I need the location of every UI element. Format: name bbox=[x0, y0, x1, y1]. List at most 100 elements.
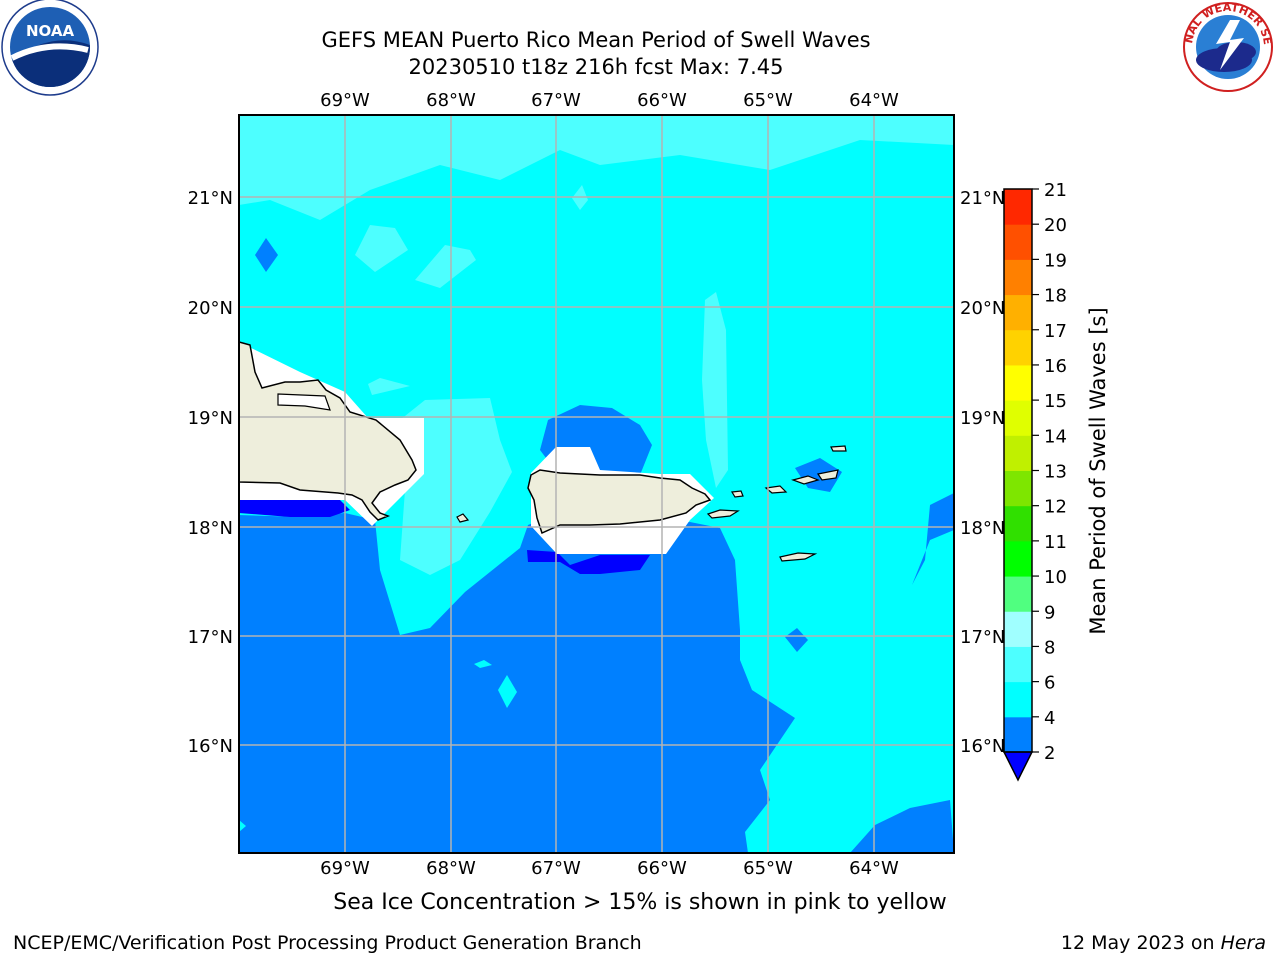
colorbar-segment bbox=[1004, 364, 1032, 401]
lat-label: 20°N bbox=[960, 298, 1005, 319]
field-band-6-8-north bbox=[239, 115, 954, 220]
colorbar-segment bbox=[1004, 646, 1032, 683]
colorbar-label: 21 bbox=[1044, 180, 1067, 201]
colorbar-label: 2 bbox=[1044, 743, 1055, 764]
lon-label: 66°W bbox=[637, 858, 687, 879]
land-culebra bbox=[731, 490, 744, 498]
lon-label: 65°W bbox=[743, 90, 793, 111]
field-band-6-8-patch bbox=[368, 378, 410, 395]
lat-label: 19°N bbox=[960, 408, 1005, 429]
lat-label: 19°N bbox=[188, 408, 233, 429]
field-band-lt-2-west bbox=[239, 500, 350, 517]
lat-label: 16°N bbox=[960, 736, 1005, 757]
lat-label: 17°N bbox=[960, 627, 1005, 648]
noaa-logo: NOAA bbox=[1, 0, 99, 96]
field-band-6-8-patch bbox=[702, 292, 728, 488]
footer-credit: NCEP/EMC/Verification Post Processing Pr… bbox=[13, 932, 642, 954]
lon-label: 64°W bbox=[849, 858, 899, 879]
land-hispaniola bbox=[239, 341, 417, 521]
field-band-2-4-south bbox=[239, 513, 795, 853]
lon-label: 67°W bbox=[531, 90, 581, 111]
colorbar-label: 14 bbox=[1044, 426, 1067, 447]
colorbar-segment bbox=[1004, 435, 1032, 471]
lat-labels-right: 21°N 20°N 19°N 18°N 17°N 16°N bbox=[960, 188, 1005, 757]
colorbar-label: 18 bbox=[1044, 286, 1067, 307]
colorbar-segment bbox=[1004, 505, 1032, 542]
footer-date-text: 12 May 2023 on bbox=[1060, 932, 1221, 954]
colorbar-label: 10 bbox=[1044, 567, 1067, 588]
field-band-2-4-patch bbox=[785, 628, 808, 652]
field-band-2-4-east bbox=[912, 493, 954, 585]
colorbar-segment bbox=[1004, 611, 1032, 647]
field-band-2-4-southeast bbox=[850, 800, 954, 853]
colorbar-label: 19 bbox=[1044, 250, 1067, 271]
colorbar-label: 8 bbox=[1044, 637, 1055, 658]
colorbar-segment bbox=[1004, 576, 1032, 612]
land-hispaniola-inlet bbox=[277, 393, 331, 411]
chart-title: GEFS MEAN Puerto Rico Mean Period of Swe… bbox=[321, 28, 871, 52]
land-st-croix bbox=[779, 552, 818, 562]
colorbar-label: 4 bbox=[1044, 708, 1055, 729]
lon-label: 64°W bbox=[849, 90, 899, 111]
field-band-lt-2-pr bbox=[527, 550, 650, 574]
field-band-2-4-patch bbox=[255, 238, 278, 272]
colorbar-label: 17 bbox=[1044, 321, 1067, 342]
land-mona-island bbox=[456, 513, 470, 523]
lat-label: 18°N bbox=[188, 518, 233, 539]
field-band-6-8-patch bbox=[400, 398, 512, 575]
lon-label: 65°W bbox=[743, 858, 793, 879]
sea-ice-note: Sea Ice Concentration > 15% is shown in … bbox=[333, 890, 947, 915]
colorbar-segment bbox=[1004, 540, 1032, 577]
lat-label: 18°N bbox=[960, 518, 1005, 539]
colorbar-title: Mean Period of Swell Waves [s] bbox=[1086, 307, 1110, 634]
land-st-john bbox=[791, 475, 820, 485]
colorbar-segment bbox=[1004, 470, 1032, 507]
footer-date: 12 May 2023 on Hera bbox=[1061, 932, 1266, 954]
colorbar-under-triangle bbox=[1002, 751, 1034, 782]
colorbar-label: 16 bbox=[1044, 356, 1067, 377]
lat-label: 21°N bbox=[960, 188, 1005, 209]
colorbar-label: 20 bbox=[1044, 215, 1067, 236]
lon-label: 67°W bbox=[531, 858, 581, 879]
map-area bbox=[239, 115, 954, 853]
nws-logo-ring-text: NATIONAL WEATHER SERVICE bbox=[0, 0, 1274, 46]
colorbar-label: 15 bbox=[1044, 391, 1067, 412]
noaa-logo-text: NOAA bbox=[26, 22, 75, 40]
colorbar-label: 6 bbox=[1044, 673, 1055, 694]
footer-host: Hera bbox=[1220, 932, 1266, 954]
colorbar-segment bbox=[1004, 294, 1032, 331]
land-vieques bbox=[706, 509, 740, 519]
colorbar-segment bbox=[1004, 329, 1032, 366]
field-band-6-8-patch bbox=[415, 245, 476, 288]
lat-label: 21°N bbox=[188, 188, 233, 209]
colorbar-label: 11 bbox=[1044, 532, 1067, 553]
field-band-4-6-patch bbox=[474, 660, 492, 668]
colorbar: 2 4 6 8 9 10 11 12 13 14 15 16 17 18 19 20 21 bbox=[1002, 180, 1067, 782]
lat-label: 17°N bbox=[188, 627, 233, 648]
lon-label: 68°W bbox=[426, 90, 476, 111]
field-band-4-6-patch bbox=[239, 820, 246, 832]
colorbar-segment bbox=[1004, 224, 1032, 260]
lon-label: 68°W bbox=[426, 858, 476, 879]
lat-labels-left: 21°N 20°N 19°N 18°N 17°N 16°N bbox=[188, 188, 233, 757]
colorbar-segment bbox=[1004, 400, 1032, 436]
lon-labels-top: 69°W 68°W 67°W 66°W 65°W 64°W bbox=[320, 90, 899, 111]
lat-label: 20°N bbox=[188, 298, 233, 319]
lon-label: 69°W bbox=[320, 90, 370, 111]
nws-logo: NATIONAL WEATHER SERVICE bbox=[0, 0, 1274, 92]
field-band-4-6-patch bbox=[498, 675, 517, 708]
land-st-thomas bbox=[764, 485, 788, 494]
colorbar-label: 9 bbox=[1044, 602, 1055, 623]
colorbar-segment bbox=[1004, 716, 1032, 753]
colorbar-segment bbox=[1004, 189, 1032, 225]
gridlines bbox=[239, 115, 954, 853]
colorbar-label: 12 bbox=[1044, 497, 1067, 518]
colorbar-segment bbox=[1004, 681, 1032, 718]
lon-labels-bottom: 69°W 68°W 67°W 66°W 65°W 64°W bbox=[320, 858, 899, 879]
map-frame bbox=[238, 114, 955, 854]
colorbar-segment bbox=[1004, 259, 1032, 296]
land-puerto-rico bbox=[527, 469, 712, 535]
land-anegada bbox=[830, 445, 847, 452]
land-tortola bbox=[817, 469, 839, 481]
